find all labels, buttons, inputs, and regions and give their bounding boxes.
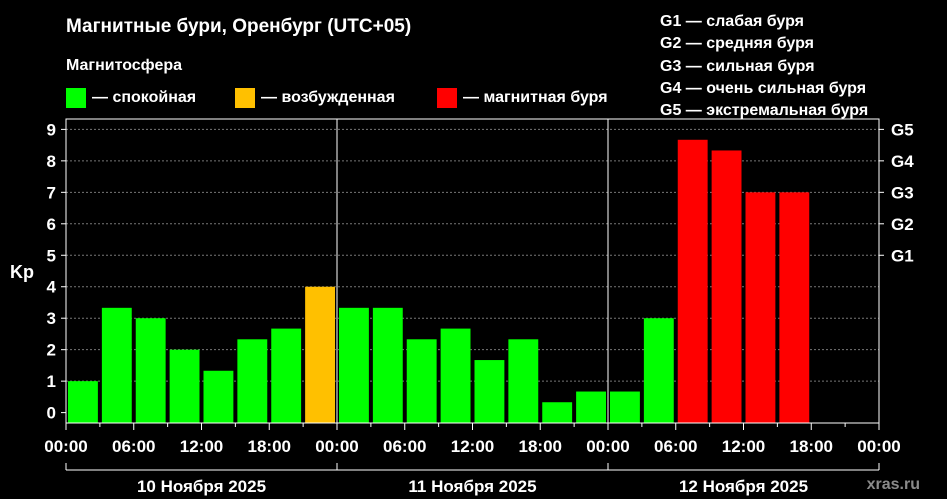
kp-bar bbox=[305, 286, 335, 423]
g-scale-legend: G1 — слабая буря G2 — средняя буря G3 — … bbox=[660, 11, 868, 122]
x-tick-label: 18:00 bbox=[790, 437, 833, 456]
kp-bar bbox=[643, 318, 674, 423]
kp-bar bbox=[68, 381, 98, 423]
kp-bar bbox=[474, 360, 505, 423]
kp-bar bbox=[372, 307, 403, 423]
g-tick-label: G1 bbox=[891, 246, 914, 265]
kp-bar bbox=[576, 391, 606, 423]
legend-item-active: — возбужденная bbox=[235, 88, 395, 108]
kp-bar bbox=[677, 139, 708, 423]
x-tick-label: 12:00 bbox=[451, 437, 494, 456]
g-scale-item-g1: G1 — слабая буря bbox=[660, 13, 805, 30]
y-axis-label: Kp bbox=[10, 262, 34, 282]
y-tick-label: 4 bbox=[47, 278, 57, 297]
g-scale-item-g5: G5 — экстремальная буря bbox=[660, 102, 869, 120]
kp-bar bbox=[542, 402, 573, 423]
kp-bar bbox=[339, 307, 369, 423]
g-tick-label: G4 bbox=[891, 152, 914, 171]
legend-swatch-storm bbox=[437, 88, 457, 108]
chart-title: Магнитные бури, Оренбург (UTC+05) bbox=[66, 16, 412, 37]
y-tick-label: 8 bbox=[47, 152, 56, 171]
legend-label-active: — возбужденная bbox=[261, 89, 395, 106]
magnetosphere-subtitle: Магнитосфера bbox=[66, 57, 183, 74]
legend-label-storm: — магнитная буря bbox=[463, 89, 608, 106]
kp-bar bbox=[237, 339, 268, 423]
g-scale-item-g3: G3 — сильная буря bbox=[660, 57, 815, 75]
kp-bar bbox=[610, 391, 640, 423]
x-tick-label: 06:00 bbox=[654, 437, 697, 456]
legend-item-quiet: — спокойная bbox=[66, 88, 196, 108]
legend-label-quiet: — спокойная bbox=[92, 89, 197, 106]
legend-swatch-active bbox=[235, 88, 255, 108]
x-tick-label: 00:00 bbox=[315, 437, 358, 456]
x-tick-label: 12:00 bbox=[722, 437, 765, 456]
kp-bar bbox=[711, 150, 742, 424]
y-tick-label: 6 bbox=[47, 215, 56, 234]
x-tick-label: 06:00 bbox=[112, 437, 155, 456]
g-scale-item-g2: G2 — средняя буря bbox=[660, 35, 814, 53]
x-tick-label: 00:00 bbox=[44, 437, 87, 456]
watermark: xras.ru bbox=[866, 476, 920, 493]
day-label: 10 Ноября 2025 bbox=[137, 477, 266, 496]
kp-bar bbox=[440, 328, 471, 423]
y-tick-label: 3 bbox=[47, 309, 56, 328]
x-tick-label: 06:00 bbox=[383, 437, 426, 456]
kp-bar bbox=[101, 307, 132, 423]
g-tick-label: G5 bbox=[891, 120, 914, 139]
y-tick-label: 5 bbox=[47, 246, 56, 265]
kp-bar bbox=[508, 339, 539, 423]
y-tick-label: 2 bbox=[47, 341, 56, 360]
g-scale-item-g4: G4 — очень сильная буря bbox=[660, 79, 867, 97]
kp-bar bbox=[169, 349, 200, 423]
g-tick-label: G3 bbox=[891, 183, 914, 202]
kp-bar bbox=[271, 328, 302, 423]
day-label: 12 Ноября 2025 bbox=[679, 477, 808, 496]
kp-bar bbox=[135, 318, 166, 423]
g-tick-label: G2 bbox=[891, 215, 914, 234]
legend-item-storm: — магнитная буря bbox=[437, 88, 608, 108]
kp-bar bbox=[745, 192, 776, 423]
kp-bar bbox=[406, 339, 437, 423]
y-tick-label: 9 bbox=[47, 120, 56, 139]
day-label: 11 Ноября 2025 bbox=[408, 477, 536, 496]
x-tick-label: 18:00 bbox=[519, 437, 562, 456]
y-tick-label: 1 bbox=[47, 372, 56, 391]
kp-bar bbox=[203, 370, 234, 423]
legend-swatch-quiet bbox=[66, 88, 86, 108]
x-tick-label: 12:00 bbox=[180, 437, 223, 456]
y-tick-label: 0 bbox=[47, 404, 56, 423]
x-tick-label: 18:00 bbox=[248, 437, 291, 456]
x-tick-label: 00:00 bbox=[857, 437, 900, 456]
kp-bar bbox=[779, 192, 810, 423]
x-tick-label: 00:00 bbox=[586, 437, 629, 456]
y-tick-label: 7 bbox=[47, 183, 56, 202]
